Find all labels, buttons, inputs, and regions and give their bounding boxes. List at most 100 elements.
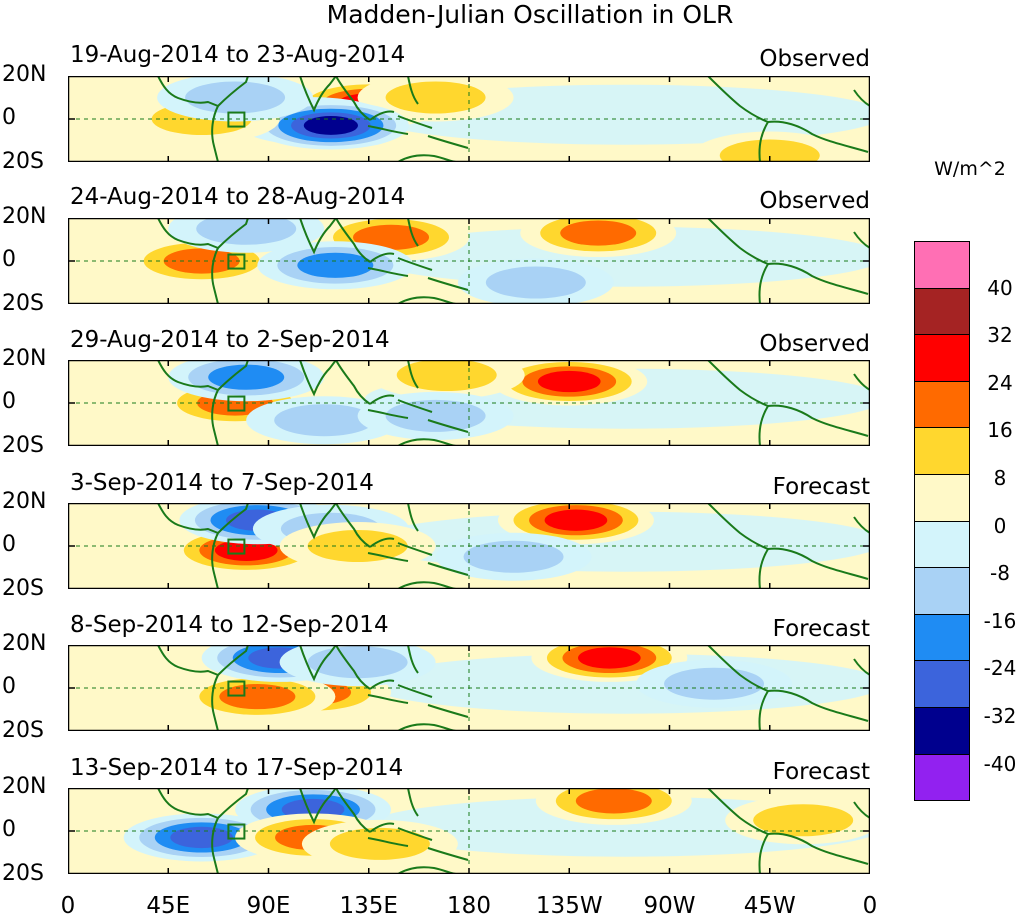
coastline [427, 562, 469, 576]
colorbar-swatch [914, 473, 970, 522]
colorbar-level-label: -32 [983, 704, 1017, 728]
anomaly-contour [719, 139, 820, 162]
coastline [758, 405, 769, 446]
colorbar-swatch [914, 660, 970, 708]
coastline [853, 801, 870, 819]
coastline [758, 833, 769, 874]
coastline [427, 847, 469, 861]
coastline [397, 684, 433, 698]
anomaly-contour [578, 647, 641, 669]
coastline [157, 645, 220, 731]
colorbar-swatch [914, 520, 970, 569]
olr-map-svg [68, 645, 870, 731]
anomaly-contour [170, 826, 233, 849]
coastline [427, 135, 469, 149]
anomaly-contour [196, 218, 297, 245]
panel-date-range: 19-Aug-2014 to 23-Aug-2014 [70, 42, 406, 68]
panel-date-range: 3-Sep-2014 to 7-Sep-2014 [70, 470, 374, 496]
colorbar-level-label: -24 [983, 656, 1017, 681]
coastline [157, 76, 220, 162]
colorbar [914, 241, 970, 802]
colorbar-level-label: 40 [987, 275, 1013, 300]
coastline [407, 218, 419, 247]
colorbar-units: W/m^2 [934, 158, 1006, 180]
y-tick-label: 20S [2, 861, 44, 886]
x-tick-label: 90W [643, 893, 696, 919]
y-tick-label: 20S [2, 718, 44, 743]
coastline [217, 788, 249, 819]
coastline [758, 548, 769, 589]
olr-map-panel [68, 645, 870, 731]
coastline [853, 658, 870, 676]
anomaly-contour [664, 667, 765, 700]
anomaly-contour [297, 252, 374, 278]
panel-date-range: 29-Aug-2014 to 2-Sep-2014 [70, 327, 390, 353]
coastline [397, 827, 433, 841]
y-tick-label: 20N [2, 489, 47, 514]
y-tick-label: 20S [2, 576, 44, 601]
coastline [217, 645, 249, 676]
coastline [707, 503, 769, 550]
anomaly-contour [303, 115, 358, 135]
olr-map-panel [68, 503, 870, 589]
y-tick-label: 0 [2, 674, 16, 699]
coastline [367, 694, 409, 704]
coastline [367, 409, 409, 419]
coastline [767, 689, 869, 722]
coastline [407, 503, 419, 532]
coastline [367, 552, 409, 562]
colorbar-swatch [914, 706, 970, 755]
x-tick-label: 180 [447, 893, 491, 919]
coastline [299, 788, 337, 825]
coastline [299, 218, 337, 255]
anomaly-contour [485, 266, 586, 299]
coastline [853, 516, 870, 534]
olr-map-svg [68, 218, 870, 304]
y-tick-label: 0 [2, 817, 16, 842]
colorbar-level-label: 32 [987, 323, 1013, 348]
coastline [367, 837, 409, 847]
coastline [427, 277, 469, 291]
coastline [407, 645, 419, 674]
panel-kind-label: Forecast [772, 759, 870, 785]
panel-kind-label: Observed [759, 331, 870, 357]
coastline [335, 503, 371, 548]
anomaly-contour [274, 404, 375, 437]
anomaly-contour [544, 509, 608, 531]
coastline [707, 788, 769, 835]
coastline [707, 218, 769, 265]
chart-title: Madden-Julian Oscillation in OLR [326, 0, 734, 29]
anomaly-contour [753, 804, 854, 837]
y-tick-label: 20N [2, 204, 47, 229]
colorbar-swatch [914, 241, 970, 289]
olr-map-panel [68, 360, 870, 446]
y-tick-label: 20S [2, 433, 44, 458]
y-tick-label: 0 [2, 105, 16, 130]
coastline [767, 832, 869, 865]
coastline [367, 267, 409, 277]
anomaly-contour [163, 248, 240, 274]
panel-date-range: 24-Aug-2014 to 28-Aug-2014 [70, 184, 406, 210]
panel-kind-label: Forecast [772, 474, 870, 500]
index-box [227, 395, 246, 412]
anomaly-contour [385, 399, 486, 432]
anomaly-contour [575, 788, 652, 814]
coastline [707, 360, 769, 407]
y-tick-label: 20S [2, 291, 44, 316]
coastline [335, 788, 371, 833]
coastline [707, 76, 769, 123]
coastline [217, 360, 249, 391]
y-tick-label: 20N [2, 346, 47, 371]
colorbar-level-label: 16 [987, 418, 1013, 443]
olr-map-svg [68, 503, 870, 589]
coastline [767, 547, 869, 580]
colorbar-level-label: 8 [993, 466, 1007, 490]
anomaly-contour [385, 81, 486, 114]
anomaly-contour [208, 364, 285, 390]
anomaly-contour [307, 646, 408, 679]
y-tick-label: 20N [2, 774, 47, 799]
coastline [758, 263, 769, 304]
anomaly-contour [537, 370, 601, 393]
coastline [217, 76, 249, 107]
x-tick-label: 135E [339, 893, 398, 919]
